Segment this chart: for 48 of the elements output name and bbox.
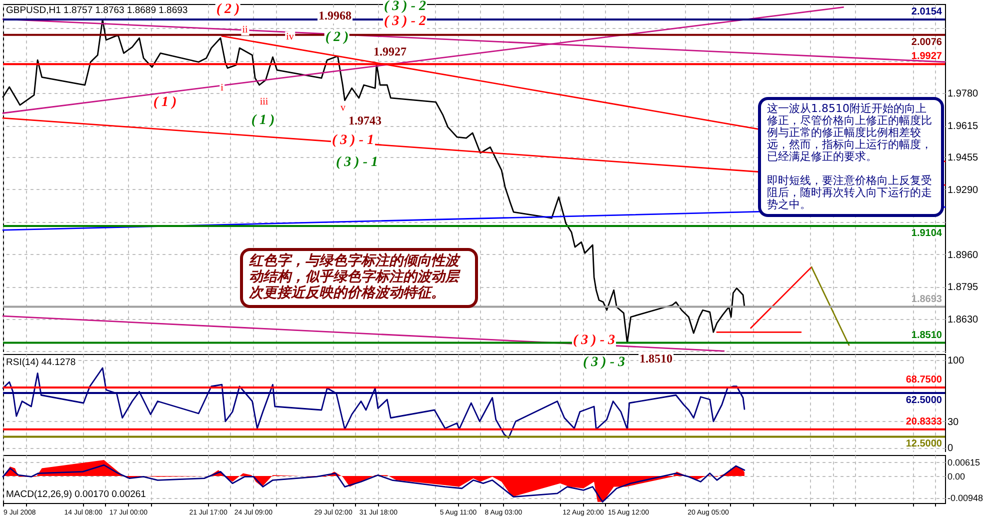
y-tick-label: 30	[948, 416, 960, 428]
annotation: ( 3 ) - 1	[335, 155, 379, 171]
annotation: i	[220, 82, 224, 94]
ref-line-label: 1.9927	[911, 51, 942, 62]
annotation: 这一波从1.8510附近开始的向上修正，尽管价格向上修正的幅度比例与正常的修正幅度比例相差较远，然而，指标向上运行的幅度，已经满足修正的要求。	[767, 102, 933, 163]
annotation: ii	[241, 24, 249, 36]
chart-title: RSI(14) 44.1278	[5, 357, 77, 368]
annotation: 1.9743	[348, 114, 382, 128]
chart-title: GBPUSD,H1 1.8757 1.8763 1.8689 1.8693	[5, 5, 189, 16]
annotation: ( 3 ) - 2	[383, 14, 427, 30]
annotation: ( 3 ) - 2	[383, 0, 427, 15]
ref-line-label: 1.8693	[911, 294, 942, 305]
y-tick-label: 1.8960	[948, 250, 979, 261]
annotation: 1.9927	[372, 44, 408, 60]
annotation: ( 3 ) - 3	[582, 355, 626, 371]
annotation: 即时短线，要注意价格向上反复受阻后，随时再次转入向下运行的走势之中。	[767, 174, 933, 211]
y-tick-label: 0.00615	[948, 457, 980, 468]
y-tick-label: 1.9615	[948, 121, 979, 132]
y-tick-label: 1.9780	[948, 88, 979, 100]
y-tick-label: 1.9455	[948, 152, 979, 164]
y-tick-label: 1.8630	[948, 314, 979, 326]
ref-line-label: 20.8333	[906, 416, 942, 428]
y-tick-label: 0	[948, 443, 954, 454]
annotation: 红色字，与绿色字标注的倾向性波动结构，似乎绿色字标注的波动层次更接近反映的价格波动特征。	[249, 254, 462, 302]
annotation: ( 1 )	[152, 95, 178, 111]
ref-line-label: 2.0076	[911, 36, 942, 48]
annotation: ( 3 ) - 3	[572, 333, 616, 349]
annotation: v	[340, 102, 346, 114]
annotation: 1.8510	[638, 352, 674, 366]
annotation: ( 2 )	[215, 2, 241, 18]
annotation: ( 2 )	[324, 30, 350, 46]
ref-line-label: 62.5000	[906, 394, 942, 406]
y-tick-label: 1.9290	[948, 184, 979, 196]
ref-line-label: 2.0154	[911, 6, 942, 18]
annotation: ( 1 )	[250, 113, 276, 129]
annotation: ( 3 ) - 1	[331, 133, 375, 149]
y-tick-label: 100	[948, 356, 965, 367]
annotation: iv	[285, 32, 295, 42]
ref-line-label: 1.9104	[911, 228, 942, 239]
y-tick-label: -0.00948	[948, 493, 984, 504]
ref-line-label: 12.5000	[906, 438, 942, 450]
ref-line-label: 68.7500	[906, 374, 942, 386]
annotation: iii	[258, 96, 270, 108]
annotation: 1.9968	[318, 8, 352, 24]
y-tick-label: 0.00	[948, 472, 966, 482]
text: MACD(12,26,9) 0.00170 0.00261	[5, 489, 147, 500]
y-tick-label: 1.8795	[948, 282, 979, 294]
ref-line-label: 1.8510	[911, 330, 942, 341]
